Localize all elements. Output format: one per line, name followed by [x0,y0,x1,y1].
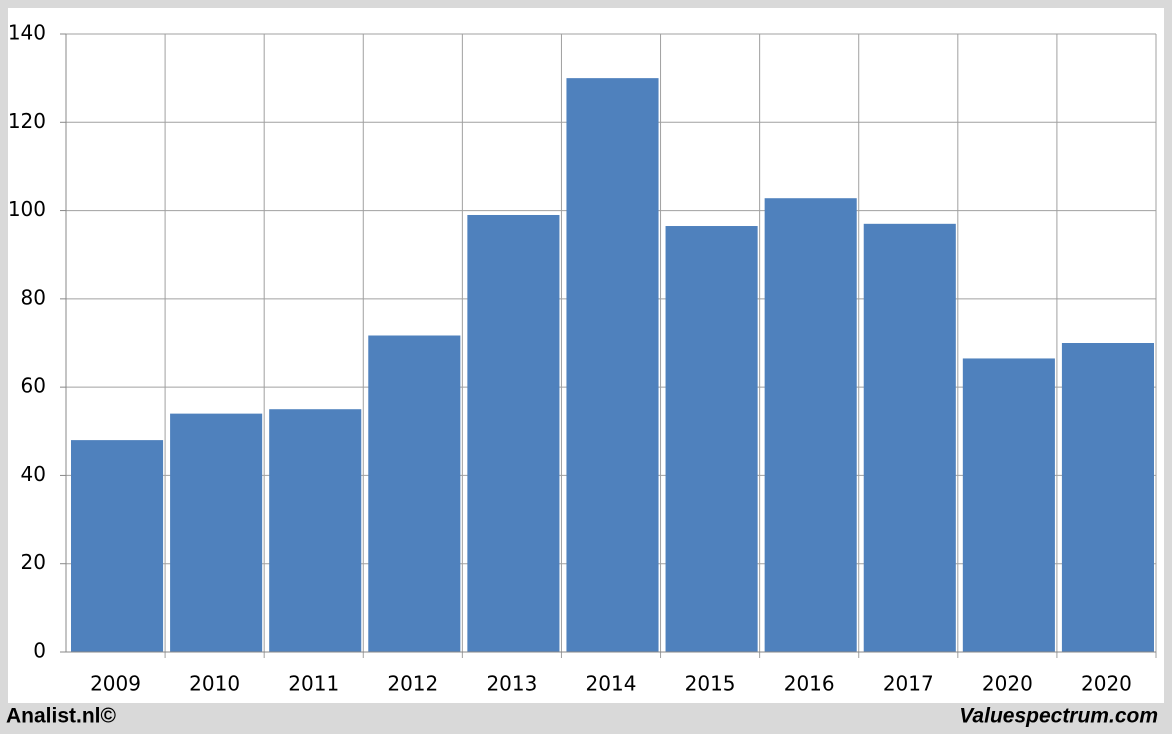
bar [269,409,362,652]
x-tick-label: 2017 [883,672,934,696]
y-tick-label: 100 [8,197,46,221]
footer-right: Valuespectrum.com [959,705,1158,728]
x-tick-label: 2011 [288,672,339,696]
x-tick-label: 2015 [685,672,736,696]
bar [962,358,1055,652]
bar [863,223,956,653]
y-tick-label: 120 [8,109,46,133]
bar [71,440,164,652]
bar [467,214,560,652]
y-tick-label: 40 [21,462,46,486]
bar [566,78,659,652]
bar [665,226,758,652]
x-tick-label: 2012 [387,672,438,696]
y-tick-label: 0 [33,639,46,663]
bar [1061,343,1154,652]
x-tick-label: 2020 [982,672,1033,696]
x-tick-label: 2016 [784,672,835,696]
y-tick-label: 20 [21,550,46,574]
x-tick-label: 2010 [189,672,240,696]
x-tick-label: 2020 [1081,672,1132,696]
y-tick-label: 140 [8,21,46,45]
x-tick-label: 2014 [586,672,637,696]
x-tick-label: 2013 [486,672,537,696]
footer-left: Analist.nl© [6,705,117,728]
bar [170,413,263,652]
bar [764,198,857,652]
bar [368,335,461,652]
y-tick-label: 80 [21,285,46,309]
y-tick-label: 60 [21,374,46,398]
x-tick-label: 2009 [90,672,141,696]
